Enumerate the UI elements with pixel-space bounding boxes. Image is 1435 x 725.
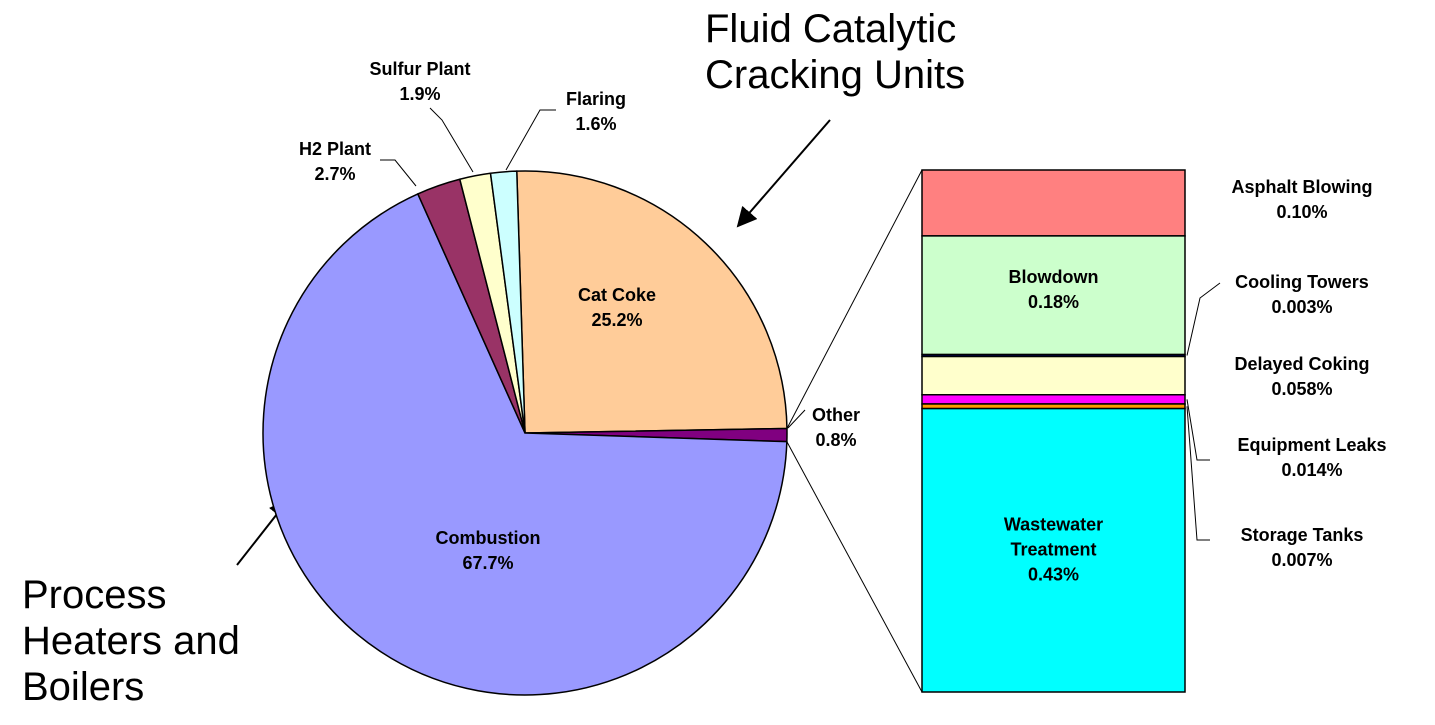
connector-line [786, 441, 923, 693]
label-value: 0.8% [815, 430, 857, 450]
label-name: Combustion [435, 528, 541, 548]
label-value: 67.7% [462, 553, 514, 573]
label-name: H2 Plant [298, 139, 372, 159]
data-label: Sulfur Plant 1.9% [355, 57, 485, 107]
annotation: Process Heaters and Boilers [22, 573, 240, 709]
label-value: 0.014% [1281, 460, 1343, 480]
label-value: 1.6% [575, 114, 617, 134]
label-value: 0.10% [1276, 202, 1328, 222]
label-name: Flaring [565, 89, 626, 109]
label-name: Other [811, 405, 860, 425]
label-name: Wastewater Treatment [1003, 514, 1104, 560]
label-name: Delayed Coking [1234, 354, 1370, 374]
label-value: 0.43% [1027, 564, 1080, 585]
leader-line [505, 109, 556, 171]
leader-line [429, 107, 474, 173]
bar-segment [921, 169, 1186, 237]
label-value: 0.18% [1027, 292, 1080, 313]
pie-slice [515, 170, 788, 434]
annotation: Fluid Catalytic Cracking Units [705, 7, 966, 97]
data-label: Other 0.8% [796, 403, 876, 453]
bar-segment [921, 394, 1186, 405]
label-value: 0.058% [1271, 379, 1333, 399]
leader-line [1186, 406, 1210, 541]
bar-segment [921, 355, 1186, 396]
label-name: Sulfur Plant [369, 59, 471, 79]
connector-line [786, 169, 923, 429]
leader-line [1186, 399, 1210, 461]
data-label: Flaring 1.6% [546, 87, 646, 137]
leader-line [1186, 282, 1221, 356]
label-name: Blowdown [1008, 267, 1099, 288]
label-name: Storage Tanks [1240, 525, 1364, 545]
label-value: 2.7% [314, 164, 356, 184]
annotation-arrow [736, 119, 831, 228]
pie-slice [262, 192, 788, 696]
data-label: Equipment Leaks 0.014% [1192, 433, 1432, 483]
data-label: Wastewater Treatment 0.43% [964, 513, 1144, 588]
data-label: H2 Plant 2.7% [280, 137, 390, 187]
leader-line [380, 159, 417, 187]
bar-segment [921, 407, 1186, 693]
leader-line [787, 409, 806, 429]
label-value: 0.007% [1271, 550, 1333, 570]
data-label: Combustion 67.7% [398, 526, 578, 576]
label-name: Cat Coke [577, 285, 657, 305]
data-label: Asphalt Blowing 0.10% [1182, 175, 1422, 225]
data-label: Cat Coke 25.2% [537, 283, 697, 333]
data-label: Cooling Towers 0.003% [1182, 270, 1422, 320]
data-label: Storage Tanks 0.007% [1182, 523, 1422, 573]
data-label: Blowdown 0.18% [964, 265, 1144, 315]
label-value: 25.2% [591, 310, 643, 330]
label-name: Equipment Leaks [1237, 435, 1387, 455]
label-value: 1.9% [399, 84, 441, 104]
label-name: Asphalt Blowing [1231, 177, 1373, 197]
data-label: Delayed Coking 0.058% [1182, 352, 1422, 402]
label-name: Cooling Towers [1235, 272, 1369, 292]
pie-slice [489, 170, 526, 434]
bar-segment [921, 235, 1186, 356]
label-value: 0.003% [1271, 297, 1333, 317]
